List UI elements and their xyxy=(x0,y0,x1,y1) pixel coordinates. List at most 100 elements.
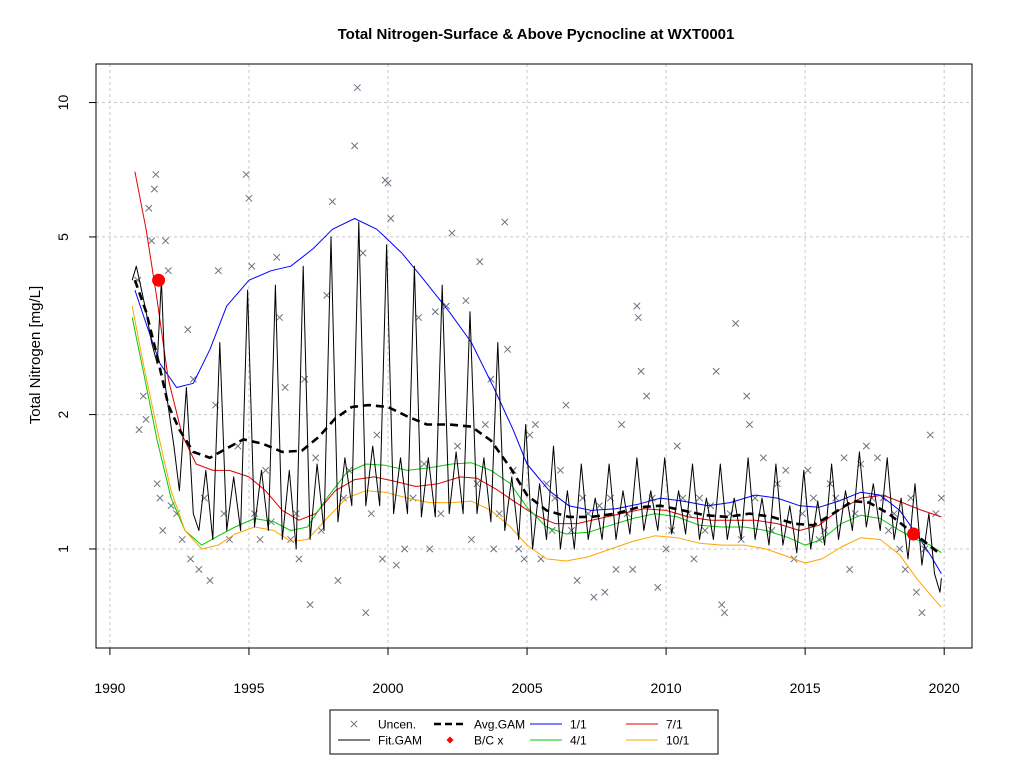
uncensored-point xyxy=(467,535,475,544)
bc-point xyxy=(152,273,166,287)
uncensored-point xyxy=(531,420,539,429)
legend-label: 4/1 xyxy=(570,734,587,748)
legend-label: 7/1 xyxy=(666,718,683,732)
uncensored-point xyxy=(901,565,909,573)
uncensored-point xyxy=(654,583,662,591)
uncensored-point xyxy=(415,313,423,322)
uncensored-point xyxy=(142,415,150,424)
uncensored-point xyxy=(150,185,158,193)
uncensored-points xyxy=(134,84,945,617)
uncensored-point xyxy=(618,420,626,429)
uncensored-point xyxy=(387,214,395,223)
uncensored-point xyxy=(234,442,242,450)
uncensored-point xyxy=(567,526,576,535)
uncensored-point xyxy=(701,526,709,535)
uncensored-point xyxy=(745,420,754,429)
uncensored-point xyxy=(601,588,609,596)
x-tick-label: 2005 xyxy=(511,680,542,696)
legend-symbol-dot xyxy=(446,736,454,744)
uncensored-point xyxy=(401,545,409,553)
bc-points xyxy=(152,273,921,541)
uncensored-point xyxy=(306,601,314,609)
uncensored-point xyxy=(473,480,481,488)
uncensored-point xyxy=(295,555,303,563)
uncensored-point xyxy=(832,494,840,502)
x-tick-label: 1990 xyxy=(94,680,125,696)
uncensored-point xyxy=(912,588,920,596)
series-line-7-1 xyxy=(134,171,942,531)
series-line-1-1 xyxy=(134,218,942,574)
uncensored-point xyxy=(520,555,528,563)
uncensored-point xyxy=(590,593,598,601)
uncensored-point xyxy=(804,466,812,474)
legend-label: 10/1 xyxy=(666,734,690,748)
uncensored-point xyxy=(448,229,456,237)
uncensored-point xyxy=(312,454,320,462)
uncensored-point xyxy=(809,494,818,502)
uncensored-point xyxy=(542,480,551,488)
uncensored-point xyxy=(148,237,156,245)
uncensored-point xyxy=(245,194,253,202)
uncensored-point xyxy=(907,494,915,502)
uncensored-point xyxy=(515,545,523,553)
series-lines xyxy=(131,171,942,608)
uncensored-point xyxy=(885,526,893,535)
uncensored-point xyxy=(556,466,564,474)
uncensored-point xyxy=(862,442,870,450)
uncensored-point xyxy=(637,367,645,375)
uncensored-point xyxy=(409,494,417,502)
legend-label: Fit.GAM xyxy=(378,734,422,748)
uncensored-point xyxy=(156,494,164,502)
y-tick-label: 5 xyxy=(55,233,71,241)
uncensored-point xyxy=(462,297,470,305)
legend-box xyxy=(329,709,719,755)
uncensored-point xyxy=(256,535,264,544)
uncensored-point xyxy=(481,420,489,429)
uncensored-point xyxy=(840,454,848,462)
legend-label: B/C x xyxy=(474,734,503,748)
y-axis: 1 2 5 10 xyxy=(55,95,97,553)
uncensored-point xyxy=(720,609,729,617)
uncensored-point xyxy=(378,555,386,563)
legend-symbol-cross xyxy=(350,720,358,728)
x-tick-label: 2010 xyxy=(651,680,682,696)
uncensored-point xyxy=(164,267,172,275)
uncensored-point xyxy=(292,510,300,518)
uncensored-point xyxy=(442,302,450,310)
x-tick-label: 2020 xyxy=(929,680,960,696)
uncensored-point xyxy=(359,249,367,257)
uncensored-point xyxy=(782,466,790,474)
uncensored-point xyxy=(281,383,289,392)
uncensored-point xyxy=(301,375,309,383)
uncensored-point xyxy=(629,565,637,573)
uncensored-point xyxy=(453,442,462,450)
uncensored-point xyxy=(420,460,428,468)
uncensored-point xyxy=(273,253,281,261)
plot-frame xyxy=(95,63,973,649)
series-line-4-1 xyxy=(131,317,942,554)
uncensored-point xyxy=(178,535,186,544)
uncensored-point xyxy=(846,565,854,573)
uncensored-point xyxy=(732,319,740,328)
uncensored-point xyxy=(392,561,400,569)
uncensored-point xyxy=(334,576,342,585)
uncensored-point xyxy=(873,454,882,462)
uncensored-point xyxy=(206,576,214,585)
uncensored-point xyxy=(145,204,153,212)
uncensored-point xyxy=(918,609,926,617)
uncensored-point xyxy=(476,258,484,266)
uncensored-point xyxy=(695,494,704,502)
uncensored-point xyxy=(634,313,642,322)
y-axis-label: Total Nitrogen [mg/L] xyxy=(27,286,44,424)
x-tick-label: 2015 xyxy=(790,680,821,696)
uncensored-point xyxy=(937,494,945,502)
y-tick-label: 1 xyxy=(55,545,71,553)
series-line-avg-gam xyxy=(133,279,940,554)
x-axis: 1990 1995 2000 2005 2010 2015 2020 xyxy=(94,647,960,696)
uncensored-point xyxy=(612,565,620,573)
uncensored-point xyxy=(504,345,512,353)
uncensored-point xyxy=(367,510,375,518)
y-tick-label: 10 xyxy=(55,95,71,111)
uncensored-point xyxy=(153,480,161,488)
